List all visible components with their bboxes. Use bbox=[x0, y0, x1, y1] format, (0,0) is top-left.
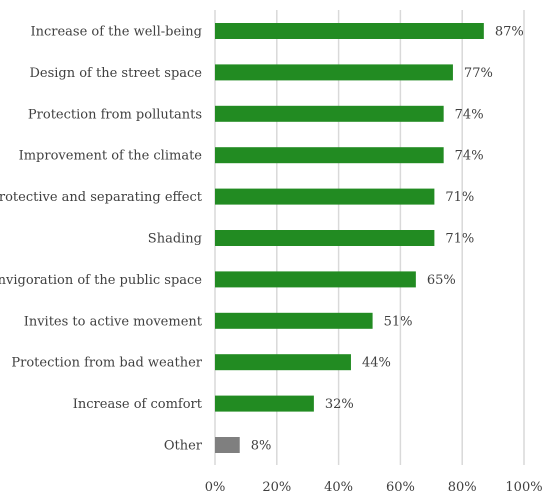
category-label: Increase of comfort bbox=[73, 397, 203, 412]
x-tick-label: 0% bbox=[205, 480, 226, 495]
category-label: Other bbox=[164, 439, 203, 454]
x-tick-label: 100% bbox=[505, 480, 542, 495]
category-label: Shading bbox=[148, 232, 202, 247]
data-label: 32% bbox=[325, 397, 354, 412]
bar bbox=[215, 437, 240, 453]
category-labels: Increase of the well-being Design of the … bbox=[0, 25, 203, 454]
bar bbox=[215, 188, 435, 205]
x-tick-label: 60% bbox=[386, 480, 415, 495]
data-label: 87% bbox=[495, 25, 524, 40]
category-label: Invites to active movement bbox=[24, 314, 203, 329]
category-label: Increase of the well-being bbox=[30, 25, 202, 40]
bar bbox=[215, 354, 351, 371]
bar bbox=[215, 64, 453, 81]
bar bbox=[215, 395, 314, 412]
x-tick-label: 80% bbox=[448, 480, 477, 495]
value-labels: 87% 77% 74% 74% 71% 71% 65% 51% 44% 32% 8% bbox=[251, 25, 524, 454]
bar bbox=[215, 23, 484, 39]
data-label: 51% bbox=[384, 314, 413, 329]
category-label: Improvement of the climate bbox=[19, 149, 203, 164]
category-label: Design of the street space bbox=[29, 66, 202, 81]
category-label: Protective and separating effect bbox=[0, 190, 203, 205]
data-label: 74% bbox=[455, 149, 484, 164]
data-label: 77% bbox=[464, 66, 493, 81]
x-tick-label: 40% bbox=[324, 480, 353, 495]
data-label: 8% bbox=[251, 439, 272, 454]
data-label: 71% bbox=[445, 232, 474, 247]
bar bbox=[215, 271, 416, 288]
x-tick-label: 20% bbox=[262, 480, 291, 495]
category-label: Protection from bad weather bbox=[11, 356, 202, 371]
bar bbox=[215, 312, 373, 329]
data-label: 44% bbox=[362, 356, 391, 371]
bar bbox=[215, 230, 435, 246]
data-label: 74% bbox=[455, 107, 484, 122]
category-label: Invigoration of the public space bbox=[0, 273, 202, 288]
bars bbox=[215, 23, 484, 453]
data-label: 65% bbox=[427, 273, 456, 288]
bar bbox=[215, 105, 444, 122]
category-label: Protection from pollutants bbox=[28, 107, 202, 122]
bar bbox=[215, 147, 444, 164]
x-axis-tick-labels: 0% 20% 40% 60% 80% 100% bbox=[205, 480, 543, 495]
data-label: 71% bbox=[445, 190, 474, 205]
